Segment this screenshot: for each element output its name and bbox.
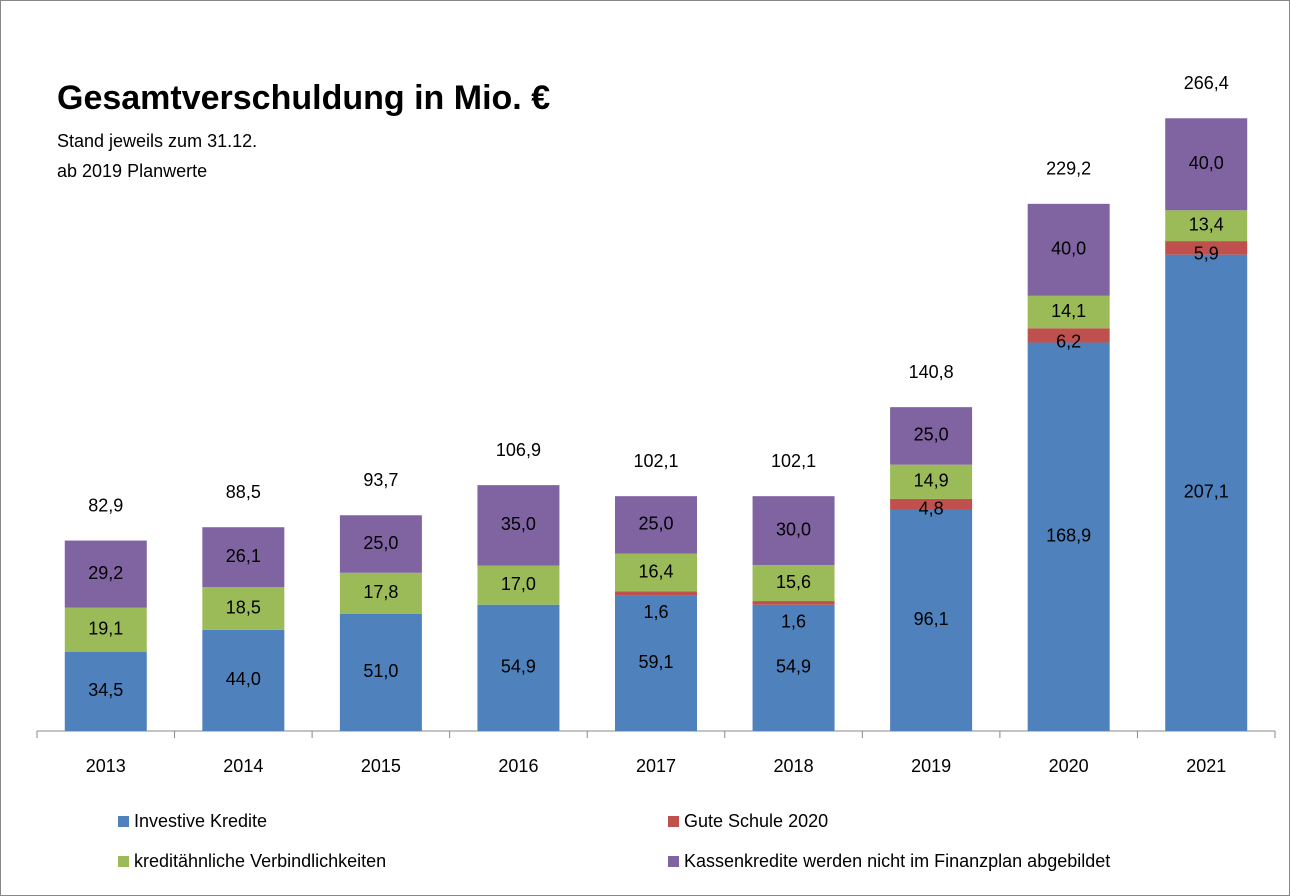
legend-swatch <box>668 816 679 827</box>
data-label: 16,4 <box>638 561 673 581</box>
bar-segment <box>890 509 973 731</box>
legend-label: Gute Schule 2020 <box>684 811 828 831</box>
bar-segment <box>1027 295 1110 329</box>
bar-segment <box>477 604 560 731</box>
chart-subtitle: ab 2019 Planwerte <box>57 161 207 181</box>
data-label: 26,1 <box>226 546 261 566</box>
bar-segment <box>615 553 697 592</box>
bar-segment <box>202 527 285 588</box>
total-label: 102,1 <box>633 451 678 471</box>
data-label: 1,6 <box>781 611 806 631</box>
total-label: 82,9 <box>88 495 123 515</box>
bar-segment <box>890 407 973 465</box>
legend-swatch <box>118 856 129 867</box>
bar-segment <box>339 613 422 731</box>
bar-segment <box>477 565 560 605</box>
legend-swatch <box>118 816 129 827</box>
total-label: 93,7 <box>363 470 398 490</box>
total-label: 88,5 <box>226 482 261 502</box>
data-label: 14,1 <box>1051 301 1086 321</box>
bar-segment <box>752 601 835 605</box>
bar-segment <box>477 485 560 566</box>
chart-title: Gesamtverschuldung in Mio. € <box>57 79 550 117</box>
data-label: 44,0 <box>226 669 261 689</box>
x-tick-label: 2019 <box>911 756 951 776</box>
data-label: 1,6 <box>643 602 668 622</box>
data-label: 29,2 <box>88 563 123 583</box>
bar-segment <box>1165 241 1248 255</box>
legend-label: kreditähnliche Verbindlichkeiten <box>134 851 386 871</box>
x-tick-label: 2021 <box>1186 756 1226 776</box>
x-tick-label: 2014 <box>223 756 263 776</box>
bar-segment <box>1027 328 1110 343</box>
bar-segment <box>64 607 147 652</box>
data-label: 4,8 <box>919 499 944 519</box>
x-tick-label: 2016 <box>498 756 538 776</box>
data-label: 6,2 <box>1056 331 1081 351</box>
bar-segment <box>64 651 147 731</box>
bar-segment <box>752 496 835 566</box>
bar-segment <box>202 587 285 630</box>
chart-subtitle: Stand jeweils zum 31.12. <box>57 131 257 151</box>
data-label: 168,9 <box>1046 526 1091 546</box>
total-label: 229,2 <box>1046 159 1091 179</box>
total-label: 140,8 <box>909 362 954 382</box>
data-label: 30,0 <box>776 519 811 539</box>
data-label: 59,1 <box>638 652 673 672</box>
bar-segment <box>202 629 285 731</box>
data-label: 14,9 <box>914 471 949 491</box>
data-label: 13,4 <box>1189 214 1224 234</box>
bar-segment <box>1027 203 1110 296</box>
data-label: 19,1 <box>88 618 123 638</box>
data-label: 25,0 <box>914 425 949 445</box>
legend-swatch <box>668 856 679 867</box>
data-label: 18,5 <box>226 597 261 617</box>
data-label: 96,1 <box>914 609 949 629</box>
bar-segment <box>339 515 422 573</box>
data-label: 34,5 <box>88 680 123 700</box>
legend-label: Kassenkredite werden nicht im Finanzplan… <box>684 851 1110 871</box>
data-label: 25,0 <box>638 514 673 534</box>
data-label: 54,9 <box>501 657 536 677</box>
data-label: 207,1 <box>1184 482 1229 502</box>
x-tick-label: 2017 <box>636 756 676 776</box>
data-label: 54,9 <box>776 657 811 677</box>
data-label: 17,0 <box>501 574 536 594</box>
bar-segment <box>752 565 835 602</box>
bar-segment <box>64 540 147 608</box>
data-label: 5,9 <box>1194 243 1219 263</box>
bar-segment <box>1165 118 1248 211</box>
bar-segment <box>1165 254 1248 732</box>
total-label: 102,1 <box>771 451 816 471</box>
data-label: 35,0 <box>501 514 536 534</box>
data-label: 17,8 <box>363 582 398 602</box>
total-label: 266,4 <box>1184 73 1229 93</box>
data-label: 40,0 <box>1051 239 1086 259</box>
bar-segment <box>752 604 835 731</box>
bar-segment <box>890 498 973 510</box>
bar-segment <box>1027 342 1110 731</box>
data-label: 15,6 <box>776 572 811 592</box>
bar-segment <box>615 496 697 554</box>
x-tick-label: 2020 <box>1049 756 1089 776</box>
data-label: 25,0 <box>363 533 398 553</box>
x-tick-label: 2018 <box>774 756 814 776</box>
legend-label: Investive Kredite <box>134 811 267 831</box>
bar-segment <box>1165 210 1248 242</box>
data-label: 51,0 <box>363 661 398 681</box>
x-tick-label: 2013 <box>86 756 126 776</box>
bar-segment <box>339 572 422 614</box>
bar-segment <box>615 595 697 731</box>
data-label: 40,0 <box>1189 153 1224 173</box>
bar-segment <box>890 464 973 499</box>
total-label: 106,9 <box>496 440 541 460</box>
x-tick-label: 2015 <box>361 756 401 776</box>
bar-segment <box>615 591 697 596</box>
